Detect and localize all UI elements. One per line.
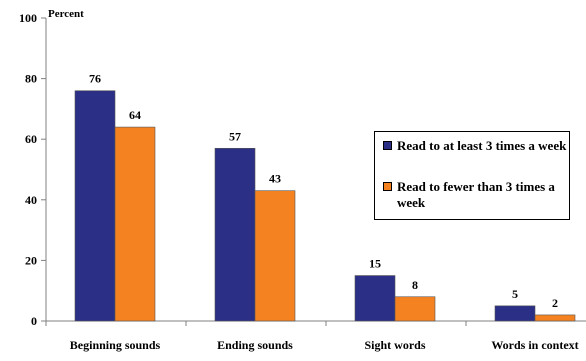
y-tick-label: 0 (31, 314, 37, 328)
bar (534, 314, 576, 322)
data-label: 2 (552, 296, 558, 310)
labels: 76 64 Beginning sounds 57 43 Ending sounds 15 8… (70, 72, 579, 352)
legend-label-series-2: Read to fewer than 3 times a week (397, 179, 555, 210)
data-label: 15 (369, 257, 381, 271)
bars (74, 90, 576, 322)
y-tick-label: 40 (25, 193, 37, 207)
data-label: 8 (412, 278, 418, 292)
bar (494, 305, 536, 322)
category-label: Words in context (491, 338, 578, 352)
y-tick-label: 60 (25, 132, 37, 146)
data-label: 76 (89, 72, 101, 86)
data-label: 64 (129, 108, 141, 122)
y-tick-label: 20 (25, 253, 37, 267)
category-label: Ending sounds (217, 338, 293, 352)
legend-swatch-series-1 (383, 141, 392, 150)
bar (394, 296, 436, 322)
bar (74, 90, 116, 322)
category-label: Beginning sounds (70, 338, 161, 352)
data-label: 43 (269, 172, 281, 186)
bar (254, 190, 296, 322)
category-label: Sight words (364, 338, 425, 352)
bar (354, 275, 396, 322)
legend: Read to at least 3 times a week Read to … (374, 131, 570, 220)
bar (114, 126, 156, 322)
data-label: 5 (512, 287, 518, 301)
y-tick-label: 80 (25, 72, 37, 86)
legend-swatch-series-2 (383, 182, 392, 191)
y-axis-label: Percent (48, 8, 84, 20)
data-label: 57 (229, 129, 241, 143)
y-tick-label: 100 (19, 11, 37, 25)
bar (214, 147, 256, 322)
legend-label-series-1: Read to at least 3 times a week (397, 138, 567, 153)
